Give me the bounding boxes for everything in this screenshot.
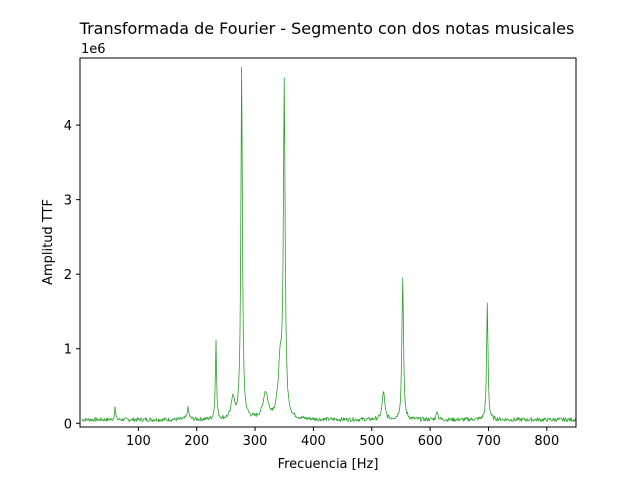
- axes-frame: [79, 57, 577, 428]
- x-tick-label: 200: [184, 434, 209, 449]
- y-axis: 0 1 2 3 4: [64, 119, 80, 432]
- y-offset-label: 1e6: [81, 42, 106, 57]
- y-tick-label: 3: [64, 194, 72, 209]
- x-tick-label: 100: [126, 434, 151, 449]
- x-tick-label: 500: [359, 434, 384, 449]
- y-axis-label: Amplitud TTF: [41, 199, 56, 285]
- x-tick-label: 700: [476, 434, 501, 449]
- x-tick-label: 400: [301, 434, 326, 449]
- x-tick-label: 300: [243, 434, 268, 449]
- x-axis: 100 200 300 400 500 600 700 800: [126, 427, 559, 449]
- spectrum-line: [81, 66, 576, 423]
- x-tick-label: 600: [418, 434, 443, 449]
- plot-area: [81, 66, 576, 423]
- y-tick-label: 0: [64, 417, 72, 432]
- y-tick-label: 2: [64, 268, 72, 283]
- chart-title: Transformada de Fourier - Segmento con d…: [79, 19, 575, 38]
- y-tick-label: 4: [64, 119, 72, 134]
- x-tick-label: 800: [534, 434, 559, 449]
- x-axis-label: Frecuencia [Hz]: [278, 457, 379, 472]
- y-tick-label: 1: [64, 343, 72, 358]
